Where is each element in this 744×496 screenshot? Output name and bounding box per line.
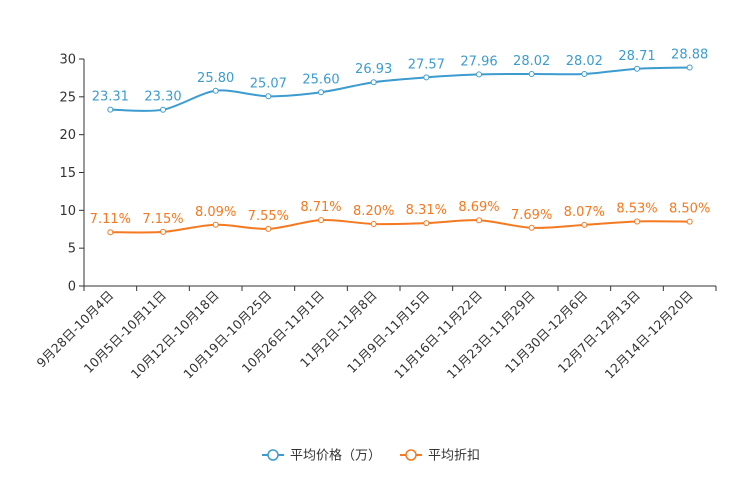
data-point	[634, 65, 640, 72]
data-label: 7.55%	[248, 209, 289, 224]
data-point	[686, 218, 693, 225]
legend-item-1[interactable]: 平均折扣	[400, 449, 480, 464]
data-label: 23.31	[92, 90, 129, 105]
x-category-label: 11月16日-11月22日	[391, 288, 485, 382]
data-label: 8.20%	[353, 204, 394, 219]
data-point	[212, 87, 219, 94]
legend-marker-icon	[405, 449, 417, 461]
data-label: 8.09%	[195, 205, 236, 220]
x-category-label: 12月14日-12月20日	[602, 288, 696, 382]
data-point	[370, 79, 377, 86]
data-label: 28.02	[566, 54, 603, 69]
data-point	[370, 220, 377, 227]
x-category-label: 10月19日-10月25日	[180, 288, 274, 382]
legend[interactable]: 平均价格（万） 平均折扣	[262, 448, 480, 464]
y-tick-label: 15	[59, 166, 76, 181]
data-label: 25.07	[250, 76, 287, 91]
series-group: 23.31 23.30 25.80 25.07 25.60 26.93 27.57 27.96…	[90, 47, 710, 236]
data-point	[212, 221, 219, 228]
legend-label: 平均价格（万）	[290, 448, 381, 464]
series-1: 7.11% 7.15% 8.09% 7.55% 8.71% 8.20% 8.31% 8.69%…	[90, 200, 710, 236]
data-point	[476, 71, 482, 78]
data-point	[265, 93, 272, 100]
data-label: 27.96	[460, 54, 497, 69]
data-label: 8.50%	[669, 202, 710, 217]
data-label: 25.80	[197, 71, 234, 86]
data-label: 28.88	[671, 47, 708, 62]
data-point	[107, 106, 114, 113]
data-label: 8.53%	[616, 201, 657, 216]
data-label: 8.31%	[406, 203, 447, 218]
data-point	[107, 229, 114, 236]
data-label: 7.11%	[90, 212, 131, 227]
data-label: 8.71%	[300, 200, 341, 215]
data-point	[265, 225, 272, 232]
data-point	[476, 217, 482, 224]
data-point	[318, 217, 324, 224]
data-point	[423, 74, 430, 81]
data-label: 23.30	[144, 90, 181, 105]
data-point	[318, 89, 324, 96]
legend-item-0[interactable]: 平均价格（万）	[262, 448, 381, 464]
legend-label: 平均折扣	[428, 449, 480, 464]
data-label: 27.57	[408, 57, 445, 72]
data-point	[528, 224, 535, 231]
data-point	[686, 64, 693, 71]
y-tick-label: 10	[59, 204, 76, 219]
data-label: 28.71	[618, 49, 655, 64]
legend-marker-icon	[267, 449, 279, 461]
data-label: 8.69%	[458, 200, 499, 215]
y-tick-label: 20	[59, 128, 76, 143]
data-label: 28.02	[513, 54, 550, 69]
data-point	[160, 228, 166, 235]
y-tick-label: 0	[68, 280, 76, 295]
data-point	[634, 218, 640, 225]
x-category-label: 11月23日-11月29日	[444, 288, 538, 382]
data-point	[581, 221, 588, 228]
y-tick-label: 30	[59, 53, 76, 68]
data-point	[528, 70, 535, 77]
data-point	[160, 106, 166, 113]
series-line	[110, 219, 690, 234]
data-point	[423, 220, 430, 227]
series-line	[110, 66, 690, 112]
data-label: 8.07%	[564, 205, 605, 220]
y-tick-label: 25	[59, 90, 76, 105]
series-0: 23.31 23.30 25.80 25.07 25.60 26.93 27.57 27.96…	[92, 47, 708, 113]
data-label: 25.60	[302, 72, 339, 87]
data-label: 26.93	[355, 62, 392, 77]
data-label: 7.69%	[511, 208, 552, 223]
data-point	[581, 70, 588, 77]
x-category-label: 10月12日-10月18日	[128, 288, 222, 382]
y-tick-label: 5	[68, 242, 76, 257]
data-label: 7.15%	[142, 212, 183, 227]
